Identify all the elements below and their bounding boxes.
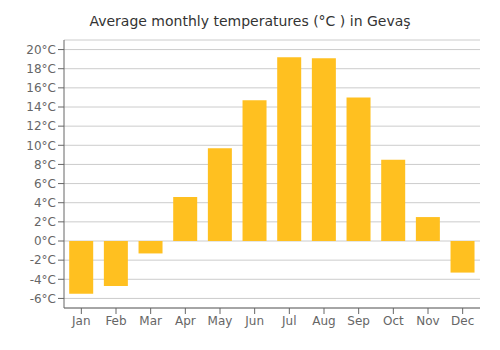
svg-text:14°C: 14°C (26, 100, 56, 114)
svg-text:Jul: Jul (281, 314, 296, 328)
svg-text:2°C: 2°C (34, 215, 56, 229)
svg-text:-4°C: -4°C (30, 273, 56, 287)
svg-text:Aug: Aug (312, 314, 335, 328)
svg-text:Nov: Nov (416, 314, 439, 328)
svg-text:Dec: Dec (451, 314, 474, 328)
svg-text:4°C: 4°C (34, 196, 56, 210)
svg-text:May: May (208, 314, 233, 328)
svg-text:12°C: 12°C (26, 119, 56, 133)
svg-text:10°C: 10°C (26, 139, 56, 153)
svg-text:16°C: 16°C (26, 81, 56, 95)
svg-text:Apr: Apr (175, 314, 196, 328)
svg-text:Mar: Mar (139, 314, 162, 328)
svg-text:Sep: Sep (347, 314, 370, 328)
html-text:Average monthly temperatures (: Average monthly temperatures (°C ) in Ge… (89, 13, 411, 29)
svg-text:0°C: 0°C (34, 234, 56, 248)
svg-text:-2°C: -2°C (30, 253, 56, 267)
svg-text:Jun: Jun (244, 314, 264, 328)
svg-text:20°C: 20°C (26, 43, 56, 57)
svg-text:8°C: 8°C (34, 158, 56, 172)
svg-text:Oct: Oct (383, 314, 404, 328)
svg-text:Feb: Feb (105, 314, 126, 328)
svg-text:-6°C: -6°C (30, 292, 56, 306)
svg-text:18°C: 18°C (26, 62, 56, 76)
svg-text:6°C: 6°C (34, 177, 56, 191)
svg-text:Jan: Jan (71, 314, 91, 328)
